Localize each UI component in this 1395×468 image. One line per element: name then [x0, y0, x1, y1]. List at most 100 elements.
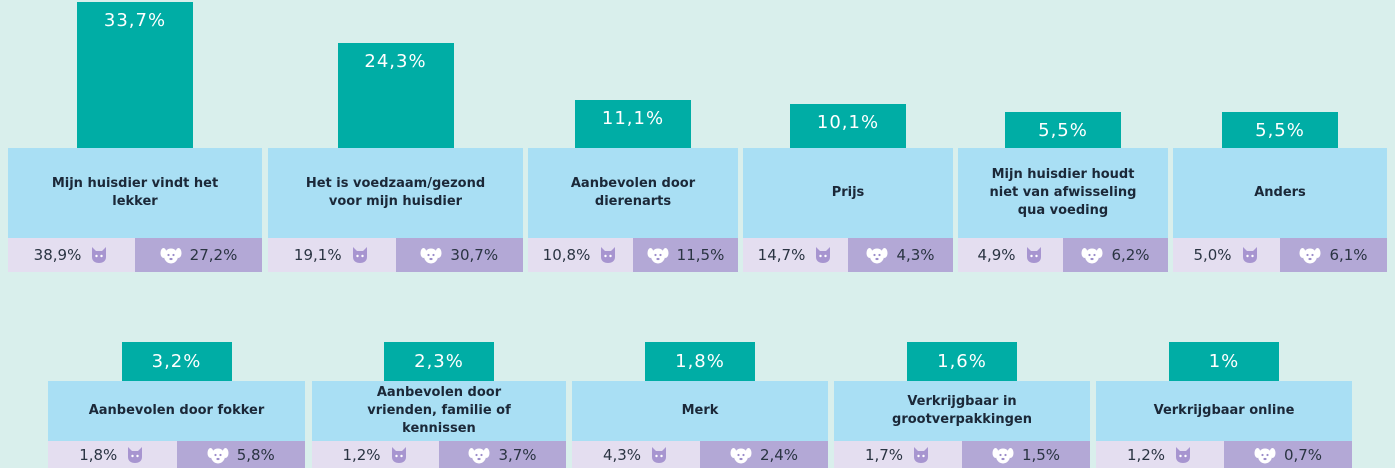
cat-cell: 1,2%: [1096, 441, 1224, 468]
bar: 1%: [1169, 342, 1279, 381]
dog-value: 3,7%: [498, 445, 537, 464]
cat-cell: 19,1%: [268, 238, 396, 272]
cat-icon: [89, 245, 109, 265]
cat-cell: 38,9%: [8, 238, 135, 272]
dog-icon: [647, 245, 669, 265]
bar-value-label: 2,3%: [414, 351, 464, 372]
bar: 10,1%: [790, 104, 906, 148]
cat-icon: [1173, 445, 1193, 465]
category-label: Anders: [1173, 148, 1387, 238]
dog-cell: 30,7%: [395, 238, 523, 272]
bar: 1,8%: [645, 342, 755, 381]
cat-icon: [813, 245, 833, 265]
dog-value: 1,5%: [1021, 445, 1061, 464]
cat-icon: [598, 245, 618, 265]
cat-cell: 1,2%: [312, 441, 439, 468]
category-label: Aanbevolen door fokker: [48, 381, 305, 441]
category-label: Mijn huisdier houdt niet van afwisseling…: [958, 148, 1168, 238]
dog-value: 5,8%: [236, 445, 275, 464]
dog-icon: [420, 245, 442, 265]
dog-cell: 27,2%: [135, 238, 262, 272]
dog-cell: 3,7%: [439, 441, 566, 468]
cat-value: 14,7%: [757, 246, 806, 264]
dog-value: 2,4%: [759, 445, 799, 464]
bar: 2,3%: [384, 342, 494, 381]
bar-value-label: 10,1%: [816, 112, 880, 134]
bar-value-label: 1,8%: [675, 351, 725, 372]
bar: 33,7%: [77, 2, 193, 148]
bar-value-label: 24,3%: [364, 50, 427, 72]
dog-icon: [468, 445, 490, 465]
dog-cell: 1,5%: [962, 441, 1090, 468]
dog-value: 4,3%: [896, 246, 935, 264]
dog-icon: [730, 445, 752, 465]
bar: 11,1%: [575, 99, 691, 148]
bar: 24,3%: [337, 42, 454, 148]
dog-icon: [1254, 445, 1276, 465]
cat-icon: [1024, 245, 1044, 265]
dog-value: 6,1%: [1329, 246, 1368, 264]
cat-icon: [911, 445, 931, 465]
dog-icon: [992, 445, 1014, 465]
cat-value: 1,2%: [1126, 445, 1166, 464]
dog-value: 11,5%: [676, 246, 725, 264]
cat-value: 10,8%: [542, 246, 591, 264]
bar: 5,5%: [1005, 112, 1121, 148]
dog-value: 27,2%: [189, 246, 238, 264]
cat-cell: 14,7%: [743, 238, 848, 272]
dog-cell: 4,3%: [848, 238, 953, 272]
cat-cell: 1,7%: [834, 441, 962, 468]
dog-icon: [1081, 245, 1103, 265]
cat-value: 38,9%: [33, 246, 82, 264]
cat-value: 1,2%: [342, 445, 381, 464]
cat-value: 19,1%: [293, 246, 342, 264]
cat-icon: [649, 445, 669, 465]
dog-cell: 2,4%: [700, 441, 828, 468]
category-label: Het is voedzaam/gezond voor mijn huisdie…: [268, 148, 523, 238]
bar-value-label: 33,7%: [103, 10, 167, 32]
cat-value: 4,3%: [602, 445, 642, 464]
cat-cell: 4,9%: [958, 238, 1063, 272]
cat-cell: 1,8%: [48, 441, 177, 468]
bar-value-label: 1,6%: [937, 351, 987, 372]
cat-value: 5,0%: [1193, 246, 1232, 264]
bar-value-label: 5,5%: [1255, 120, 1305, 141]
cat-value: 4,9%: [977, 246, 1016, 264]
bar-value-label: 11,1%: [601, 107, 665, 129]
category-label: Merk: [572, 381, 828, 441]
category-label: Verkrijgbaar online: [1096, 381, 1352, 441]
dog-cell: 6,2%: [1063, 238, 1168, 272]
bar: 3,2%: [121, 342, 232, 381]
cat-icon: [125, 445, 145, 465]
bar-value-label: 5,5%: [1038, 120, 1088, 141]
dog-icon: [207, 445, 229, 465]
dog-value: 6,2%: [1111, 246, 1150, 264]
dog-icon: [1299, 245, 1321, 265]
cat-cell: 10,8%: [528, 238, 633, 272]
category-label: Verkrijgbaar in grootverpakkingen: [834, 381, 1090, 441]
bar-value-label: 1%: [1208, 351, 1240, 372]
dog-icon: [160, 245, 182, 265]
dog-cell: 6,1%: [1280, 238, 1387, 272]
dog-cell: 0,7%: [1224, 441, 1352, 468]
bar: 1,6%: [907, 342, 1017, 381]
bar-value-label: 3,2%: [151, 351, 202, 372]
cat-icon: [389, 445, 409, 465]
category-label: Prijs: [743, 148, 953, 238]
cat-value: 1,8%: [79, 445, 118, 464]
cat-value: 1,7%: [864, 445, 904, 464]
category-label: Aanbevolen door vrienden, familie of ken…: [312, 381, 566, 441]
dog-value: 0,7%: [1283, 445, 1323, 464]
dog-icon: [866, 245, 888, 265]
cat-cell: 4,3%: [572, 441, 700, 468]
dog-cell: 5,8%: [176, 441, 305, 468]
cat-icon: [1240, 245, 1260, 265]
cat-cell: 5,0%: [1173, 238, 1280, 272]
category-label: Mijn huisdier vindt het lekker: [8, 148, 262, 238]
cat-icon: [350, 245, 370, 265]
bar: 5,5%: [1222, 112, 1338, 148]
dog-cell: 11,5%: [633, 238, 738, 272]
category-label: Aanbevolen door dierenarts: [528, 148, 738, 238]
dog-value: 30,7%: [450, 246, 499, 264]
